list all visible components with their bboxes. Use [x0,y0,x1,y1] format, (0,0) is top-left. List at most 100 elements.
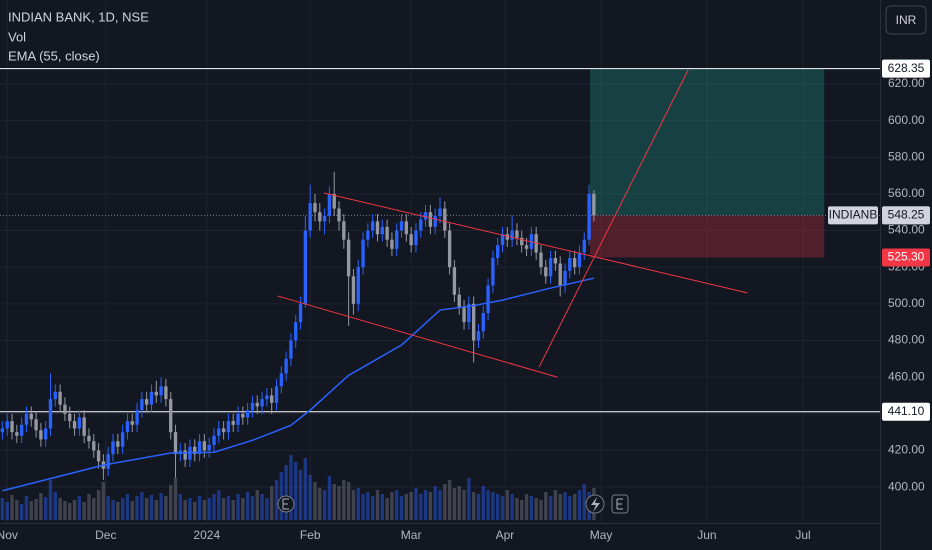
volume-bar [135,496,139,520]
volume-bar [375,490,380,520]
volume-bar [178,494,183,520]
candle-body [558,263,562,286]
volume-bar [370,496,375,520]
volume-bar [265,498,269,520]
y-tick-label: 620.00 [888,76,925,90]
y-tick-label: 460.00 [888,369,925,383]
volume-bar [515,498,519,520]
plot-area [0,68,880,520]
candle-body [496,245,500,259]
candle-body [313,203,317,213]
volume-bar [462,490,466,520]
candle-body [270,395,274,403]
volume-bar [471,492,476,520]
candle-body [116,441,120,447]
volume-bar [404,494,409,520]
candle-body [135,410,139,425]
volume-bar [457,486,461,520]
candle-body [500,234,505,246]
volume-bar [274,480,279,520]
volume-bar [342,480,346,520]
volume-bar [149,495,154,520]
volume-bar [385,498,389,520]
volume-bar [322,490,327,520]
candle-body [385,226,389,240]
candle-body [332,193,336,209]
candle-body [15,432,19,436]
volume-bar [443,484,447,520]
candle-body [120,432,125,447]
volume-bar [202,500,207,520]
volume-bar [433,486,437,520]
candle-body [92,441,96,451]
candle-body [212,435,216,445]
candle-body [380,226,384,235]
candle-body [298,303,303,323]
candle-body [337,208,341,222]
candle-body [409,234,413,246]
volume-bar [346,482,351,520]
volume-bar [524,494,529,520]
candle-body [515,230,519,238]
volume-bar [399,496,404,520]
candle-body [447,230,452,268]
volume-bar [144,498,149,520]
volume-bar [491,492,495,520]
candle-body [274,386,279,403]
volume-bar [568,496,572,520]
volume-bar [116,502,120,520]
volume-bar [563,492,567,520]
volume-bar [318,488,322,520]
candle-body [577,252,582,268]
candle-body [491,258,495,286]
volume-bar [5,502,9,520]
volume-bar [48,480,53,520]
candle-body [308,203,312,231]
volume-bar [390,492,394,520]
volume-bar [486,490,490,520]
candle-body [63,404,67,414]
volume-bar [558,494,562,520]
volume-bar [221,498,226,520]
volume-bar [241,498,245,520]
candle-body [414,230,418,246]
symbol-label: INDIANB [829,208,878,222]
x-tick-label: Apr [496,528,515,542]
legend-item: Vol [8,29,26,44]
price-label: 548.25 [888,208,925,222]
price-label-bg [882,59,930,78]
candle-body [111,441,115,455]
currency-button[interactable] [885,5,927,35]
candle-body [245,410,250,418]
candle-body [452,267,457,295]
x-tick-label: May [590,528,613,542]
candle-body [346,239,351,277]
candle-body [505,234,510,240]
candle-body [553,258,558,264]
candle-body [58,391,62,405]
candle-body [68,413,72,422]
volume-bar [53,492,57,520]
candle-body [457,294,461,308]
volume-bar [476,494,481,520]
candle-body [217,428,221,436]
volume-bar [173,478,178,520]
volume-bar [529,496,534,520]
candle-body [77,417,82,429]
currency-label[interactable]: INR [896,13,917,27]
chart-title: INDIAN BANK, 1D, NSE [8,9,149,24]
candle-body [159,386,163,396]
volume-bar [63,501,67,520]
candle-body [433,215,437,227]
y-tick-label: 500.00 [888,296,925,310]
volume-bar [15,500,19,520]
candle-body [140,399,144,411]
volume-bar [212,494,216,520]
volume-bar [120,498,125,520]
candle-body [544,267,548,277]
candle-body [0,428,5,433]
candle-body [169,399,173,433]
volume-bar [520,500,524,520]
volume-bar [496,494,500,520]
